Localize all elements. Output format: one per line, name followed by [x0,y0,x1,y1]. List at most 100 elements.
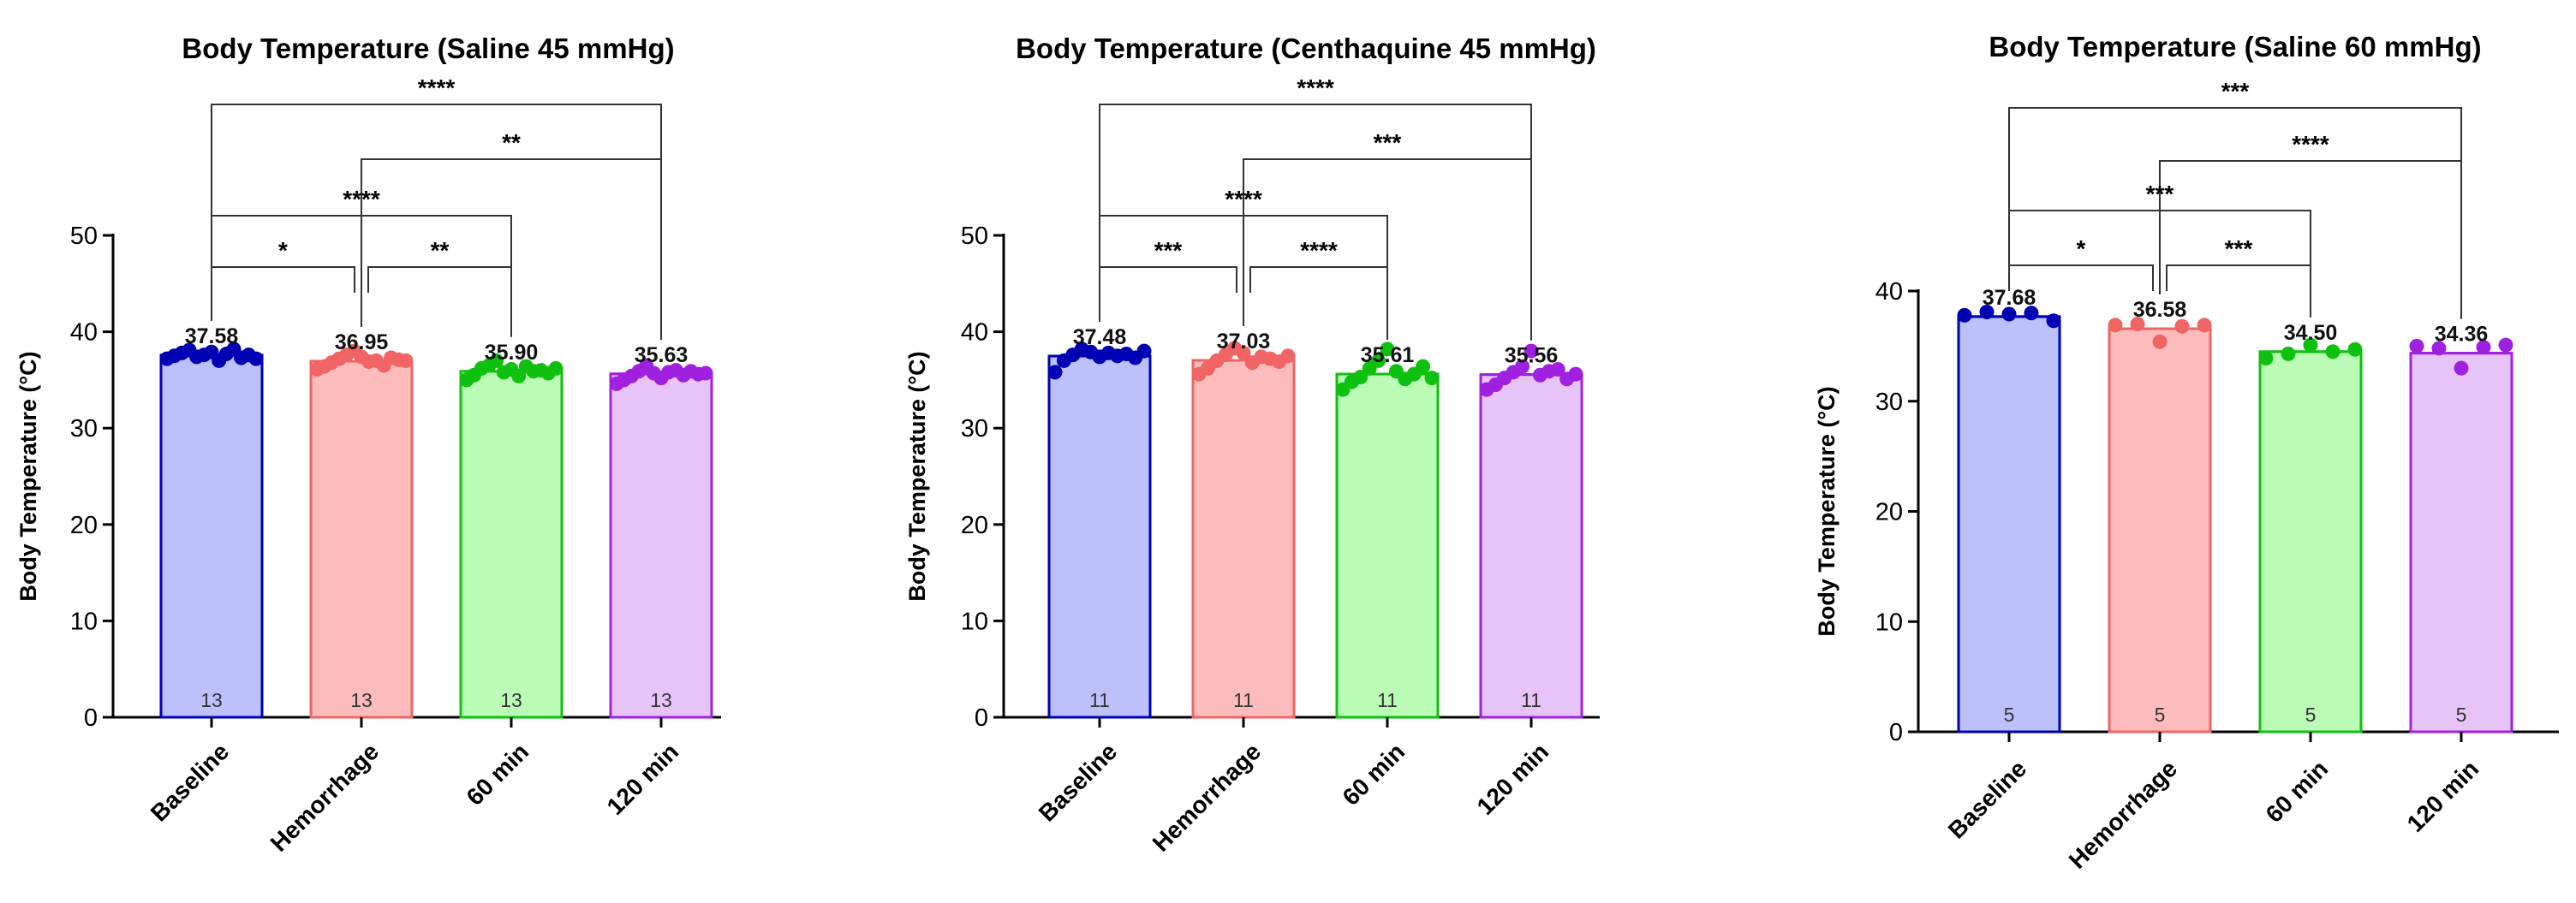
significance-label: **** [1297,74,1334,101]
y-tick-label: 10 [961,608,988,635]
y-axis-label: Body Temperature (°C) [904,351,930,601]
x-category-label: 120 min [1472,738,1554,820]
significance-bracket [367,266,512,293]
data-point [2281,346,2296,361]
data-point [2108,318,2123,333]
data-point [1515,359,1530,374]
bar-value-label: 37.03 [1217,330,1271,353]
x-category-label: Hemorrhage [1148,738,1267,857]
y-tick-label: 40 [70,319,98,347]
bar-n-label: 13 [650,689,672,711]
data-point [2197,318,2212,333]
y-tick-label: 20 [1875,499,1903,526]
y-tick-label: 0 [975,704,988,732]
bar [2409,352,2513,734]
y-tick-label: 0 [84,704,98,732]
x-category-label: Baseline [146,738,234,826]
bar [1335,372,1440,719]
bar-value-label: 37.48 [1073,325,1127,349]
bar-value-label: 34.36 [2435,323,2489,347]
x-category-label: 120 min [2402,755,2484,837]
chart-title: Body Temperature (Saline 45 mmHg) [182,33,674,64]
y-tick-label: 40 [961,319,988,347]
significance-bracket [361,158,662,340]
data-point [2303,337,2318,353]
y-tick-label: 50 [961,223,988,250]
data-point [2152,334,2168,349]
data-point [1957,307,1972,323]
data-point [2454,360,2469,376]
x-category-label: 120 min [602,738,684,820]
significance-bracket [211,104,662,340]
y-tick-label: 10 [1875,609,1903,636]
data-point [2258,351,2274,366]
data-point [1236,345,1251,360]
significance-label: *** [2221,78,2250,104]
bar-n-label: 11 [1233,689,1254,711]
bar [1047,354,1152,719]
significance-bracket [2166,264,2311,291]
data-point [2409,338,2424,353]
significance-label: *** [2225,235,2253,262]
chart-panel-3: Body Temperature (Saline 60 mmHg) Body Te… [1814,31,2559,874]
y-tick-label: 30 [70,415,98,443]
data-point [1047,365,1063,380]
data-point [548,360,564,376]
bar-n-label: 11 [1377,689,1398,711]
significance-label: ** [431,237,450,264]
data-point [2347,342,2363,357]
significance-bracket [1099,104,1532,341]
y-tick-label: 0 [1889,719,1903,746]
bar-n-label: 5 [2155,704,2166,726]
x-category-label: Hemorrhage [2064,755,2183,874]
bar-n-label: 5 [2305,704,2317,726]
significance-bracket [211,266,355,293]
bar-value-label: 36.95 [335,330,389,354]
chart-title: Body Temperature (Saline 60 mmHg) [1989,31,2481,62]
x-category-label: Baseline [1034,738,1122,826]
bar-value-label: 37.58 [185,324,239,348]
bar-value-label: 35.56 [1505,344,1559,368]
y-tick-label: 50 [70,223,98,250]
significance-label: * [2077,235,2086,262]
y-tick-label: 30 [1875,389,1903,416]
data-point [2498,337,2513,353]
bar [1957,315,2061,734]
y-axis-label: Body Temperature (°C) [1814,386,1840,636]
significance-bracket [2008,264,2154,291]
significance-label: **** [2292,131,2329,157]
y-tick-label: 20 [961,512,988,539]
significance-label: ** [502,129,521,156]
data-point [2476,340,2491,355]
y-tick-label: 40 [1875,278,1903,306]
bar [159,353,264,719]
bar [1479,373,1583,719]
bar [459,370,564,719]
data-point [248,351,264,366]
significance-bracket [1099,266,1237,293]
y-tick-label: 10 [70,608,98,635]
chart-panel-1: Body Temperature (Saline 45 mmHg) Body Te… [15,33,721,857]
y-tick-label: 30 [961,415,988,443]
x-category-label: 60 min [2261,755,2334,828]
data-point [1371,353,1386,368]
significance-bracket [2008,107,2462,319]
bar-n-label: 11 [1521,689,1541,711]
x-category-label: Hemorrhage [265,738,385,857]
significance-bracket [2159,160,2462,319]
data-point [489,353,504,368]
chart-panel-2: Body Temperature (Centhaquine 45 mmHg) Bo… [904,33,1600,857]
chart-title: Body Temperature (Centhaquine 45 mmHg) [1016,33,1596,64]
bar [2108,327,2212,734]
bar [2258,350,2363,734]
significance-label: **** [343,186,380,212]
bar-n-label: 5 [2004,704,2015,726]
bar-n-label: 11 [1089,689,1110,711]
significance-bracket [1249,266,1388,293]
data-point [1416,359,1431,374]
significance-label: **** [1300,237,1338,264]
bar-n-label: 13 [350,689,373,711]
bar-value-label: 35.90 [485,341,539,365]
